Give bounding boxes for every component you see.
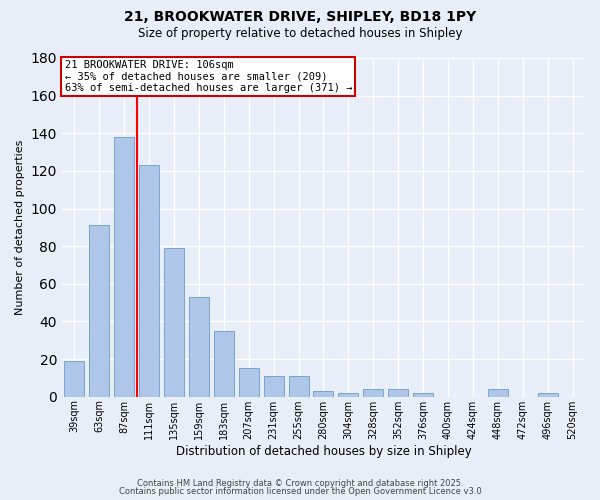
Bar	[64, 361, 85, 396]
Text: 21, BROOKWATER DRIVE, SHIPLEY, BD18 1PY: 21, BROOKWATER DRIVE, SHIPLEY, BD18 1PY	[124, 10, 476, 24]
Bar	[114, 137, 134, 396]
Bar	[89, 226, 109, 396]
Bar	[189, 297, 209, 396]
Bar	[388, 389, 408, 396]
Bar	[338, 393, 358, 396]
Bar	[313, 391, 334, 396]
Bar	[538, 393, 557, 396]
Text: 21 BROOKWATER DRIVE: 106sqm
← 35% of detached houses are smaller (209)
63% of se: 21 BROOKWATER DRIVE: 106sqm ← 35% of det…	[65, 60, 352, 93]
Bar	[263, 376, 284, 396]
Bar	[164, 248, 184, 396]
Bar	[239, 368, 259, 396]
Text: Contains public sector information licensed under the Open Government Licence v3: Contains public sector information licen…	[119, 487, 481, 496]
Bar	[214, 331, 234, 396]
Y-axis label: Number of detached properties: Number of detached properties	[15, 140, 25, 315]
X-axis label: Distribution of detached houses by size in Shipley: Distribution of detached houses by size …	[176, 444, 472, 458]
Bar	[488, 389, 508, 396]
Text: Size of property relative to detached houses in Shipley: Size of property relative to detached ho…	[138, 28, 462, 40]
Bar	[413, 393, 433, 396]
Bar	[139, 165, 159, 396]
Bar	[289, 376, 308, 396]
Bar	[364, 389, 383, 396]
Text: Contains HM Land Registry data © Crown copyright and database right 2025.: Contains HM Land Registry data © Crown c…	[137, 478, 463, 488]
